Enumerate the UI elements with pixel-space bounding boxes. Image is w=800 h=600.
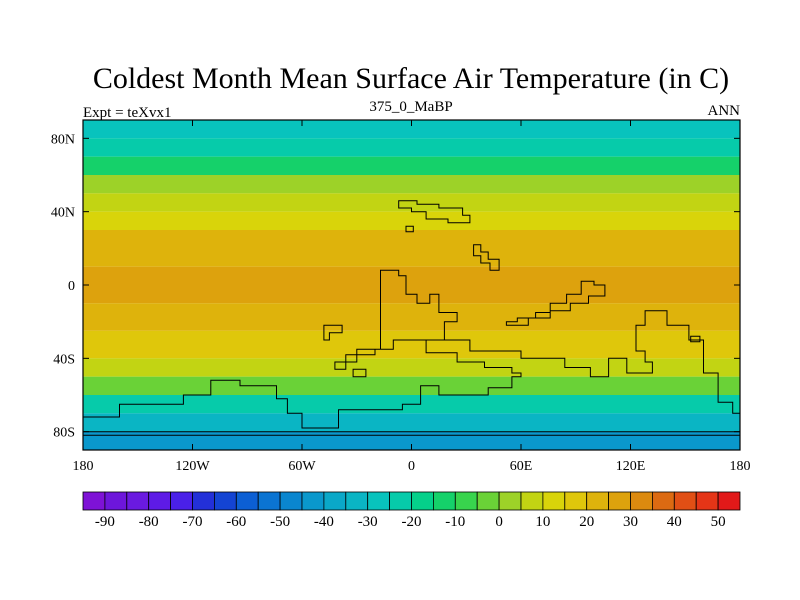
temperature-band <box>83 156 740 175</box>
temperature-band <box>83 193 740 212</box>
temperature-band <box>83 413 740 432</box>
lon-tick-label: 120W <box>175 459 210 474</box>
temperature-band <box>83 303 740 331</box>
temperature-band <box>83 230 740 267</box>
colorbar-swatch <box>454 491 478 511</box>
colorbar-swatch <box>476 491 500 511</box>
colorbar-swatch <box>82 491 106 511</box>
lon-tick-label: 60E <box>510 459 533 474</box>
colorbar-tick-label: -20 <box>402 514 422 530</box>
lat-tick-label: 0 <box>68 279 75 294</box>
colorbar-tick-label: -10 <box>445 514 465 530</box>
left-string: Expt = teXvx1 <box>83 105 171 121</box>
temperature-band <box>83 376 740 395</box>
lon-tick-label: 180 <box>730 459 751 474</box>
colorbar-tick-label: 0 <box>495 514 503 530</box>
colorbar-swatch <box>235 491 259 511</box>
map-axes: 180 120W 60W 0 60E 120E 180 80N 40N 0 40S 80S <box>51 120 751 474</box>
colorbar-swatch <box>323 491 347 511</box>
colorbar-swatch <box>564 491 588 511</box>
colorbar-tick-label: -70 <box>183 514 203 530</box>
colorbar-tick-label: 30 <box>623 514 638 530</box>
colorbar-swatch <box>498 491 522 511</box>
colorbar-swatch <box>411 491 434 511</box>
colorbar-tick-label: 20 <box>579 514 594 530</box>
colorbar-swatch <box>301 491 325 511</box>
colorbar-swatch <box>213 491 237 511</box>
temperature-band <box>83 175 740 194</box>
colorbar-swatch <box>126 491 150 511</box>
temperature-band <box>83 431 740 450</box>
lat-tick-label: 80N <box>51 132 75 147</box>
temperature-band <box>83 138 740 157</box>
colorbar-swatch <box>345 491 369 511</box>
colorbar-tick-label: -40 <box>314 514 334 530</box>
colorbar-swatch <box>520 491 544 511</box>
colorbar-swatch <box>389 491 412 511</box>
coastline-east-equatorial <box>505 280 606 326</box>
lon-tick-label: 0 <box>408 459 415 474</box>
lon-tick-label: 60W <box>288 459 316 474</box>
temperature-band <box>83 330 740 359</box>
colorbar-swatch <box>673 491 697 511</box>
colorbar-tick-label: -80 <box>139 514 159 530</box>
lat-tick-label: 40S <box>53 352 75 367</box>
colorbar-swatch <box>279 491 303 511</box>
colorbar-swatch <box>652 491 675 511</box>
colorbar-tick-label: 50 <box>711 514 726 530</box>
colorbar-tick-label: 10 <box>535 514 550 530</box>
colorbar-swatch <box>104 491 128 511</box>
temperature-field <box>83 120 740 450</box>
colorbar: -90 -80 -70 -60 -50 -40 -30 -20 -10 0 10 20 30 40 50 <box>82 491 741 530</box>
coastline-small-island-north <box>405 225 414 233</box>
lon-tick-label: 120E <box>616 459 646 474</box>
lat-tick-label: 40N <box>51 206 75 221</box>
colorbar-swatch <box>717 491 741 511</box>
colorbar-swatch <box>432 491 456 511</box>
coastline-western-fragment <box>323 324 343 341</box>
colorbar-tick-label: -50 <box>270 514 290 530</box>
coastline-gondwana <box>83 269 740 436</box>
temperature-band <box>83 358 740 377</box>
right-string: ANN <box>708 103 741 119</box>
temperature-band <box>83 211 740 230</box>
temperature-band <box>83 120 740 139</box>
coastline-northern-island <box>398 200 471 224</box>
colorbar-swatch <box>630 491 653 511</box>
plot-title: Coldest Month Mean Surface Air Temperatu… <box>93 62 729 95</box>
colorbar-tick-label: -90 <box>95 514 115 530</box>
colorbar-swatch <box>192 491 215 511</box>
colorbar-swatch <box>170 491 193 511</box>
temperature-band <box>83 266 740 304</box>
colorbar-swatch <box>257 491 281 511</box>
colorbar-swatch <box>148 491 171 511</box>
coastline-far-east-islet <box>690 335 701 343</box>
colorbar-swatch <box>367 491 391 511</box>
colorbar-tick-label: -60 <box>226 514 246 530</box>
lon-tick-label: 180 <box>73 459 94 474</box>
colorbar-swatch <box>695 491 719 511</box>
colorbar-tick-label: 40 <box>667 514 682 530</box>
colorbar-tick-label: -30 <box>358 514 378 530</box>
coastlines <box>83 200 740 436</box>
colorbar-swatch <box>608 491 631 511</box>
coastline-eastern-ridge <box>473 244 500 271</box>
colorbar-swatch <box>586 491 610 511</box>
colorbar-swatch <box>542 491 566 511</box>
center-string: 375_0_MaBP <box>369 99 452 115</box>
coastline-nw-fragment <box>352 368 367 378</box>
lat-tick-label: 80S <box>53 426 75 441</box>
